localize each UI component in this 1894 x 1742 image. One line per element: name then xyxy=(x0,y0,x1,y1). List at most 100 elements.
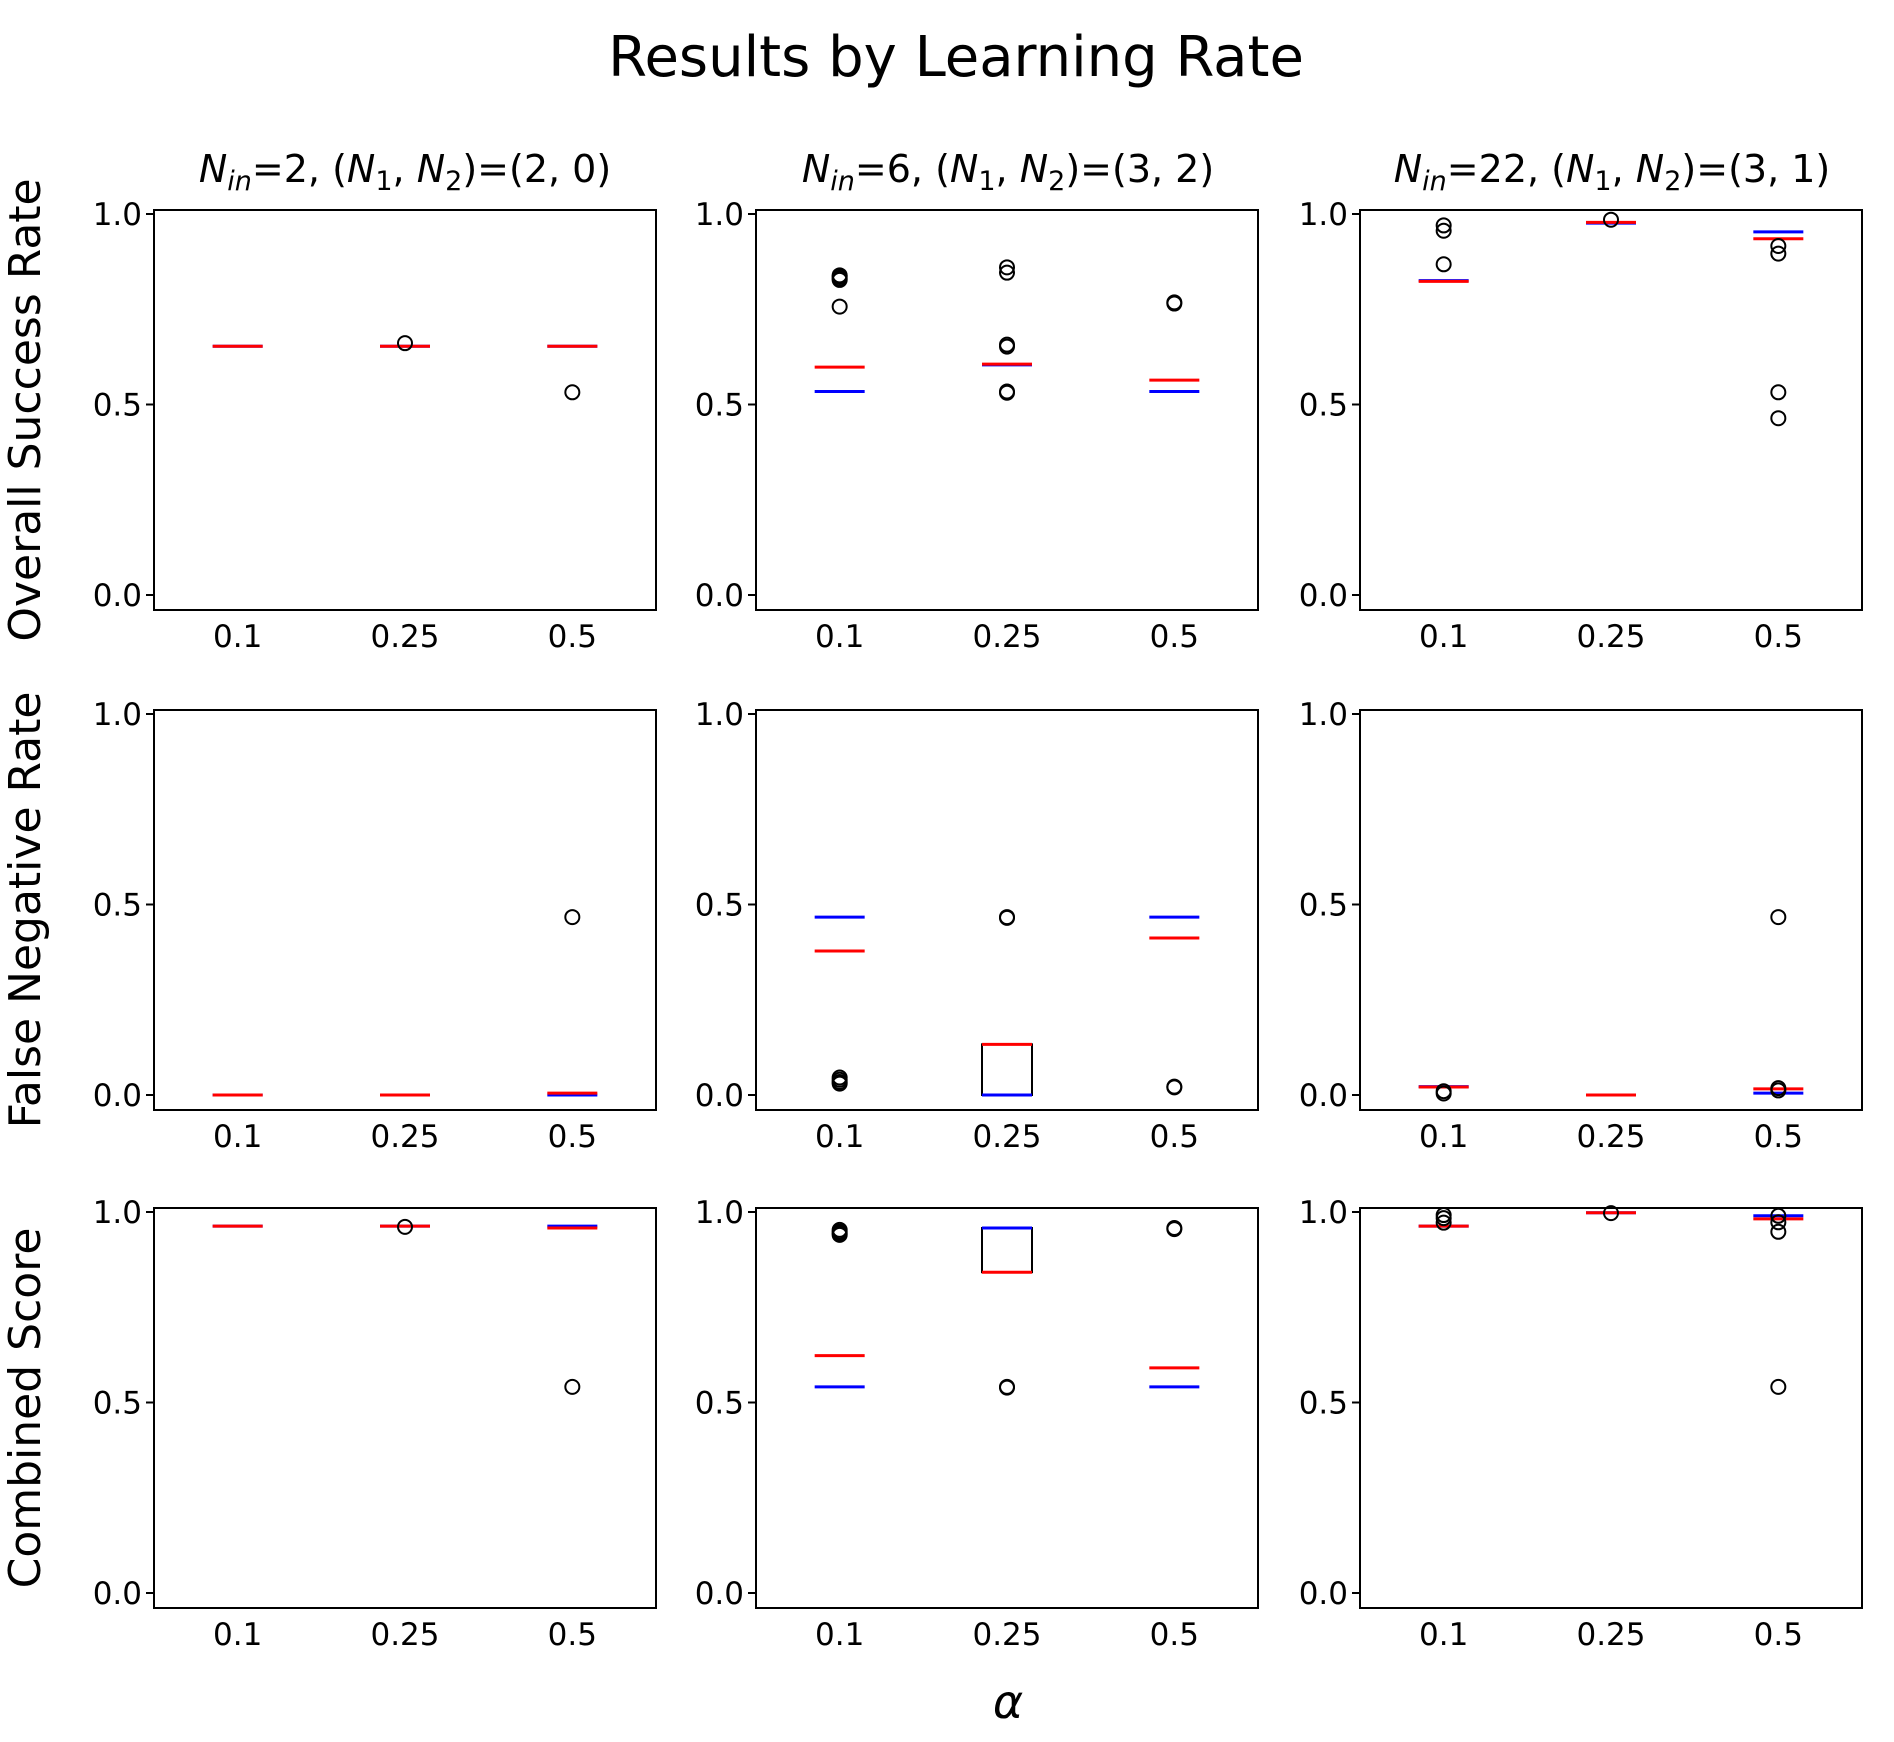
outlier-point xyxy=(831,1075,848,1092)
outlier-point xyxy=(1770,1214,1787,1231)
outlier-point xyxy=(999,909,1015,926)
outlier-point xyxy=(999,384,1015,401)
y-tick-label: 1.0 xyxy=(93,197,142,233)
y-tick-label: 1.0 xyxy=(93,697,142,733)
y-tick-label: 1.0 xyxy=(695,1195,744,1231)
y-tick-label: 0.5 xyxy=(1299,888,1348,924)
y-tick-label: 1.0 xyxy=(1299,1195,1348,1231)
panel-r3-c3: 0.0 0.5 1.0 0.1 0.25 0.5 xyxy=(1299,1195,1863,1653)
x-tick-label: 0.5 xyxy=(1754,1617,1803,1653)
plot-frame xyxy=(153,1207,657,1609)
x-tick-label: 0.5 xyxy=(1150,1119,1199,1155)
x-tick-label: 0.25 xyxy=(972,1119,1041,1155)
y-tick-label: 0.0 xyxy=(1299,1576,1348,1612)
x-tick-label: 0.25 xyxy=(370,1119,439,1155)
outlier-point xyxy=(999,259,1015,276)
plot-frame xyxy=(153,209,657,611)
plot-frame xyxy=(1359,209,1863,611)
outlier-point xyxy=(1770,1207,1787,1224)
y-tick-label: 0.5 xyxy=(93,1386,142,1422)
outlier-point xyxy=(1770,1223,1787,1240)
x-tick-label: 0.5 xyxy=(1754,1119,1803,1155)
x-tick-label: 0.1 xyxy=(213,1617,262,1653)
row-label-success: Overall Success Rate xyxy=(0,178,51,641)
panel-r2-c2: 0.0 0.5 1.0 0.1 0.25 0.5 xyxy=(695,697,1259,1155)
x-tick-label: 0.5 xyxy=(548,1119,597,1155)
x-tick-label: 0.1 xyxy=(213,1119,262,1155)
outlier-point xyxy=(1770,909,1787,926)
y-tick-label: 0.0 xyxy=(93,578,142,614)
y-tick-label: 0.0 xyxy=(695,578,744,614)
x-tick-label: 0.1 xyxy=(815,1617,864,1653)
plot-frame xyxy=(1359,709,1863,1111)
y-tick-label: 0.0 xyxy=(695,1078,744,1114)
column-title-3: Nin=22, (N1, N2)=(3, 1) xyxy=(1394,147,1831,197)
outlier-point xyxy=(1435,1085,1452,1102)
column-title-1: Nin=2, (N1, N2)=(2, 0) xyxy=(199,147,611,197)
plot-frame xyxy=(755,209,1259,611)
x-tick-label: 0.1 xyxy=(1419,619,1468,655)
y-tick-label: 1.0 xyxy=(695,197,744,233)
outlier-point xyxy=(1603,211,1619,228)
outlier-point xyxy=(999,1379,1015,1396)
outlier-point xyxy=(1435,1210,1452,1227)
x-tick-label: 0.25 xyxy=(1576,1617,1645,1653)
outlier-point xyxy=(1435,217,1452,234)
x-tick-label: 0.5 xyxy=(1754,619,1803,655)
y-tick-label: 0.0 xyxy=(1299,578,1348,614)
outlier-point xyxy=(1770,384,1787,401)
outlier-point xyxy=(1603,1205,1619,1222)
outlier-point xyxy=(1435,1214,1452,1231)
x-tick-label: 0.25 xyxy=(972,619,1041,655)
outlier-point xyxy=(1166,295,1183,312)
y-tick-label: 1.0 xyxy=(93,1195,142,1231)
y-tick-label: 0.5 xyxy=(1299,1386,1348,1422)
x-axis-label: α xyxy=(993,1675,1023,1729)
plot-frame xyxy=(755,709,1259,1111)
x-tick-label: 0.25 xyxy=(1576,1119,1645,1155)
y-tick-label: 0.0 xyxy=(1299,1078,1348,1114)
panel-r2-c1: 0.0 0.5 1.0 0.1 0.25 0.5 xyxy=(93,697,657,1155)
y-tick-label: 0.5 xyxy=(695,1386,744,1422)
outlier-point xyxy=(397,335,413,352)
outlier-point xyxy=(397,1218,413,1235)
outlier-point xyxy=(1770,410,1787,427)
x-tick-label: 0.5 xyxy=(1150,619,1199,655)
x-tick-label: 0.5 xyxy=(1150,1617,1199,1653)
y-tick-label: 0.0 xyxy=(93,1078,142,1114)
outlier-point xyxy=(1435,256,1452,273)
x-tick-label: 0.25 xyxy=(370,619,439,655)
outlier-point xyxy=(1770,238,1787,255)
x-tick-label: 0.25 xyxy=(370,1617,439,1653)
plot-frame xyxy=(1359,1207,1863,1609)
y-tick-label: 0.5 xyxy=(695,388,744,424)
x-tick-label: 0.1 xyxy=(1419,1617,1468,1653)
outlier-point xyxy=(564,384,581,401)
outlier-point xyxy=(1770,245,1787,262)
x-tick-label: 0.25 xyxy=(1576,619,1645,655)
panels-group: 0.00.51.00.1 0.25 0.50.00.51.00.1 0.25 0.50.… xyxy=(93,197,1863,1653)
outlier-point xyxy=(999,264,1015,281)
y-tick-label: 1.0 xyxy=(1299,197,1348,233)
plot-frame xyxy=(755,1207,1259,1609)
y-tick-label: 0.5 xyxy=(695,888,744,924)
panel-r1-c2: 0.0 0.5 1.0 0.1 0.25 0.5 xyxy=(695,197,1259,655)
y-tick-label: 1.0 xyxy=(695,697,744,733)
column-title-2: Nin=6, (N1, N2)=(3, 2) xyxy=(802,147,1214,197)
panel-r1-c3: 0.0 0.5 1.0 0.1 0.25 0.5 xyxy=(1299,197,1863,655)
x-tick-label: 0.1 xyxy=(213,619,262,655)
x-tick-label: 0.25 xyxy=(972,1617,1041,1653)
y-tick-label: 0.0 xyxy=(695,1576,744,1612)
panel-r3-c1: 0.0 0.5 1.0 0.1 0.25 0.5 xyxy=(93,1195,657,1653)
outlier-point xyxy=(1166,1221,1183,1238)
y-tick-label: 0.5 xyxy=(93,888,142,924)
y-tick-label: 1.0 xyxy=(1299,697,1348,733)
outlier-point xyxy=(1435,222,1452,239)
panel-r1-c1: 0.0 0.5 1.0 0.1 0.25 0.5 xyxy=(93,197,657,655)
plot-frame xyxy=(153,709,657,1111)
y-tick-label: 0.0 xyxy=(93,1576,142,1612)
panel-r3-c2: 0.0 0.5 1.0 0.1 0.25 0.5 xyxy=(695,1195,1259,1653)
x-tick-label: 0.1 xyxy=(815,619,864,655)
y-tick-label: 0.5 xyxy=(93,388,142,424)
